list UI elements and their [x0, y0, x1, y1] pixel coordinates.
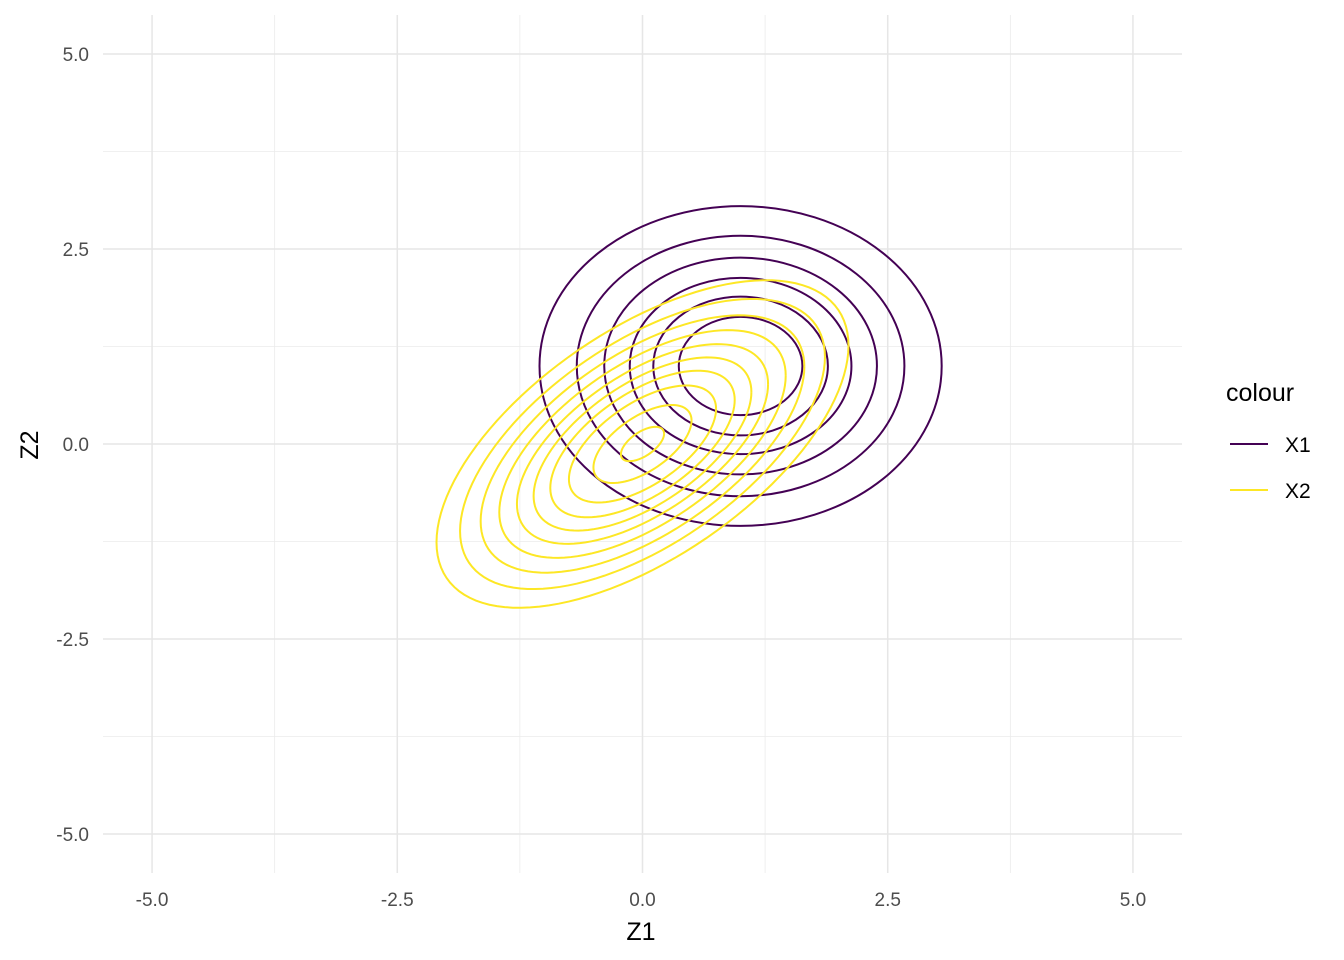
y-tick-label: 2.5 [63, 240, 89, 261]
y-tick-label: 5.0 [63, 45, 89, 66]
contour-x1-level-5 [677, 315, 804, 417]
contour-lines [435, 205, 943, 609]
x-axis-title: Z1 [626, 918, 655, 946]
contour-x1-level-0 [538, 205, 943, 527]
contour-x2-level-7 [567, 384, 718, 504]
contour-x2-level-6 [549, 369, 736, 519]
contour-x1-level-4 [652, 295, 829, 437]
contour-x2-level-2 [479, 314, 806, 574]
contour-x2-level-5 [532, 356, 753, 532]
x-axis-ticks: -5.0 -2.5 0.0 2.5 5.0 [136, 890, 1146, 911]
x-tick-label: 0.0 [629, 890, 655, 911]
y-axis-ticks: 5.0 2.5 0.0 -2.5 -5.0 [56, 45, 89, 846]
x-tick-label: -2.5 [381, 890, 414, 911]
y-axis-title: Z2 [16, 430, 44, 459]
contour-x2-level-4 [515, 343, 770, 545]
grid-lines [103, 15, 1182, 873]
y-tick-label: 0.0 [63, 435, 89, 456]
x-tick-label: 2.5 [875, 890, 901, 911]
legend-label-x1: X1 [1285, 434, 1311, 457]
legend: colour X1 X2 [1226, 379, 1311, 503]
x-tick-label: -5.0 [136, 890, 169, 911]
contour-x2-level-8 [592, 403, 693, 485]
y-tick-label: -5.0 [56, 825, 89, 846]
contour-x1-level-3 [628, 276, 853, 456]
legend-title: colour [1226, 379, 1294, 407]
contour-x2-level-3 [498, 329, 787, 559]
contour-x2-level-0 [435, 279, 850, 609]
contour-x2-level-9 [619, 425, 666, 463]
contour-x2-level-1 [459, 297, 826, 591]
legend-label-x2: X2 [1285, 480, 1311, 503]
y-tick-label: -2.5 [56, 630, 89, 651]
x-tick-label: 5.0 [1120, 890, 1146, 911]
contour-x1-level-2 [603, 256, 878, 476]
